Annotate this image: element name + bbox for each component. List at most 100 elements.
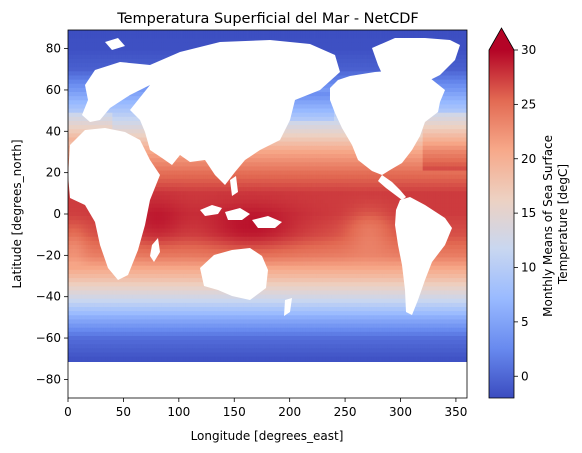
sst-cell [451,30,455,35]
sst-cell [294,125,297,130]
sst-cell [318,30,322,35]
sst-cell [340,75,344,81]
sst-cell [110,54,113,60]
sst-cell [143,87,146,93]
sst-cell [342,67,346,72]
sst-cell [251,38,255,43]
sst-cell [76,30,80,35]
sst-cell [345,30,348,35]
sst-cell [201,38,204,43]
sst-cell [458,71,461,76]
sst-cell [318,104,322,109]
sst-cell [349,38,353,43]
sst-cell [134,116,138,122]
sst-cell [121,30,124,35]
sst-cell [121,116,124,122]
sst-cell [172,30,175,35]
sst-cell [451,63,455,68]
sst-cell [464,75,467,81]
sst-cell [169,38,173,43]
sst-cell [130,30,133,35]
sst-cell [121,104,124,109]
sst-cell [161,54,164,60]
sst-cell [101,63,104,68]
sst-cell [118,54,122,60]
sst-cell [174,42,178,47]
sst-cell [336,120,339,126]
sst-cell [134,42,138,47]
sst-cell [331,141,335,147]
sst-cell [232,30,235,35]
sst-cell [322,92,326,97]
sst-cell [329,137,333,143]
sst-cell [442,75,446,81]
sst-cell [154,50,158,56]
sst-cell [331,42,335,47]
sst-cell [322,137,326,143]
sst-cell [451,92,455,97]
sst-cell [453,112,457,118]
sst-cell [311,108,315,114]
sst-cell [453,116,457,122]
sst-cell [458,108,461,114]
sst-cell [325,42,328,47]
sst-cell [338,133,342,138]
sst-cell [300,133,304,138]
sst-cell [353,38,357,43]
sst-cell [442,79,446,85]
sst-cell [365,50,368,56]
sst-cell [107,125,111,130]
sst-cell [125,112,129,118]
sst-cell [103,50,107,56]
sst-cell [455,96,459,101]
sst-cell [181,42,184,47]
sst-cell [349,30,353,35]
sst-cell [216,30,220,35]
sst-cell [156,46,160,52]
sst-cell [116,50,120,56]
sst-cell [338,34,342,39]
sst-cell [154,58,158,64]
sst-cell [329,46,333,52]
sst-cell [132,133,135,138]
sst-cell [85,96,89,101]
sst-cell [136,133,140,138]
sst-cell [331,46,335,52]
sst-cell [114,112,118,118]
sst-cell [74,75,78,81]
sst-cell [99,58,102,64]
sst-cell [307,38,311,43]
sst-cell [87,46,91,52]
sst-cell [444,116,448,122]
sst-cell [280,30,284,35]
sst-cell [309,104,313,109]
sst-cell [72,133,76,138]
sst-cell [294,116,297,122]
sst-cell [340,46,344,52]
sst-cell [245,38,248,43]
sst-cell [81,30,84,35]
sst-cell [322,100,326,105]
sst-cell [460,30,463,35]
sst-cell [404,30,408,35]
sst-cell [329,30,333,35]
sst-cell [320,87,324,93]
sst-cell [409,34,412,39]
sst-cell [234,34,237,39]
sst-cell [327,87,330,93]
sst-cell [440,112,444,118]
sst-cell [380,38,384,43]
sst-cell [336,30,339,35]
sst-cell [296,129,299,134]
sst-cell [121,108,124,114]
sst-cell [72,58,76,64]
sst-cell [85,50,89,56]
sst-cell [212,30,215,35]
sst-cell [318,42,322,47]
sst-cell [138,120,142,126]
sst-cell [331,108,335,114]
sst-cell [458,34,461,39]
sst-cell [318,96,322,101]
sst-cell [85,75,89,81]
sst-cell [87,30,91,35]
